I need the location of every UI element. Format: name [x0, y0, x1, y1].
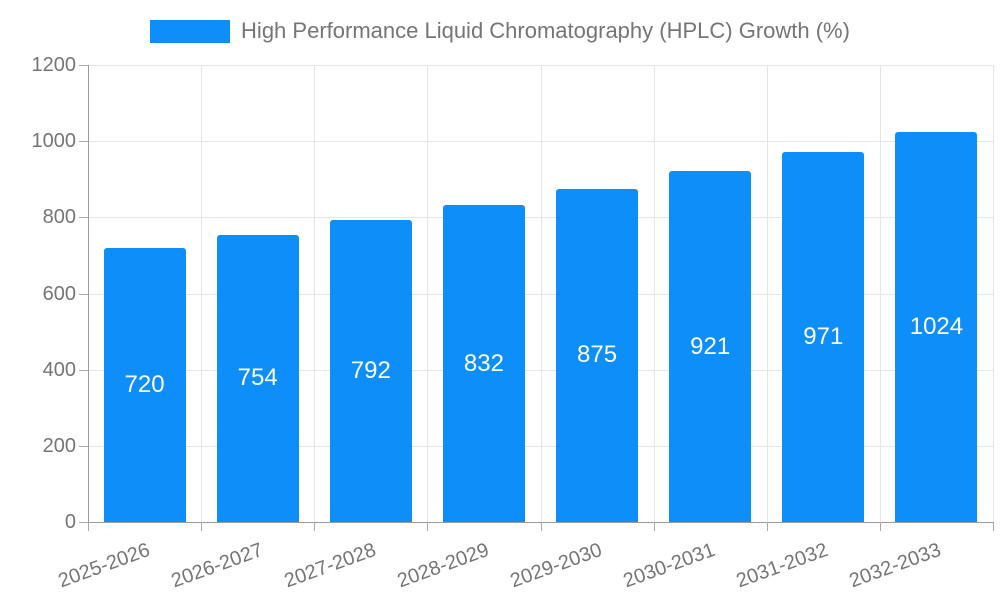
x-axis-tick — [653, 522, 655, 531]
x-axis-tick — [88, 522, 89, 531]
bar-value-label: 921 — [690, 332, 731, 360]
v-gridline — [427, 65, 429, 522]
y-axis-line — [88, 65, 89, 531]
bar-value-label: 754 — [237, 364, 278, 392]
x-axis-tick — [314, 522, 316, 531]
x-axis-tick — [201, 522, 203, 531]
bar[interactable]: 754 — [216, 234, 299, 522]
bar-value-label: 1024 — [909, 313, 964, 340]
y-axis-tick-label: 800 — [42, 206, 76, 229]
y-axis-tick — [79, 141, 88, 143]
y-axis-tick — [79, 293, 88, 295]
y-axis-tick — [79, 369, 88, 371]
y-axis-tick-label: 400 — [42, 358, 76, 381]
legend-item-hplc[interactable]: High Performance Liquid Chromatography (… — [150, 18, 850, 44]
bar[interactable]: 921 — [669, 171, 752, 522]
bar-value-label: 971 — [803, 323, 844, 351]
y-axis-tick-label: 0 — [64, 511, 76, 533]
bar-value-label: 875 — [577, 341, 618, 369]
y-axis-tick-label: 200 — [42, 434, 76, 457]
legend-label: High Performance Liquid Chromatography (… — [241, 18, 850, 43]
x-axis-tick — [766, 522, 768, 531]
bar[interactable]: 832 — [442, 205, 525, 522]
v-gridline — [314, 65, 316, 522]
chart-legend: High Performance Liquid Chromatography (… — [0, 18, 1000, 44]
y-axis-tick — [79, 65, 88, 66]
bar[interactable]: 1024 — [895, 132, 978, 522]
v-gridline — [653, 65, 655, 522]
bar-value-label: 792 — [350, 357, 391, 385]
x-axis-tick — [993, 522, 994, 531]
v-gridline — [766, 65, 768, 522]
y-axis-tick — [79, 217, 88, 219]
x-axis-tick — [879, 522, 881, 531]
bar[interactable]: 875 — [556, 188, 639, 522]
y-axis-tick — [79, 445, 88, 447]
y-axis-tick — [79, 522, 88, 523]
y-axis-tick-label: 1200 — [31, 54, 77, 76]
x-axis-tick — [540, 522, 542, 531]
v-gridline — [201, 65, 203, 522]
bar-value-label: 720 — [124, 370, 165, 398]
v-gridline — [540, 65, 542, 522]
y-axis-tick-label: 600 — [42, 282, 76, 305]
bar-value-label: 832 — [463, 349, 504, 377]
v-gridline — [879, 65, 881, 522]
v-gridline — [993, 65, 994, 522]
x-axis-tick — [427, 522, 429, 531]
bar[interactable]: 971 — [782, 152, 865, 522]
legend-color-swatch-icon — [150, 19, 231, 43]
y-axis-tick-label: 1000 — [31, 130, 77, 153]
bar[interactable]: 720 — [103, 247, 186, 522]
bar[interactable]: 792 — [329, 220, 412, 522]
